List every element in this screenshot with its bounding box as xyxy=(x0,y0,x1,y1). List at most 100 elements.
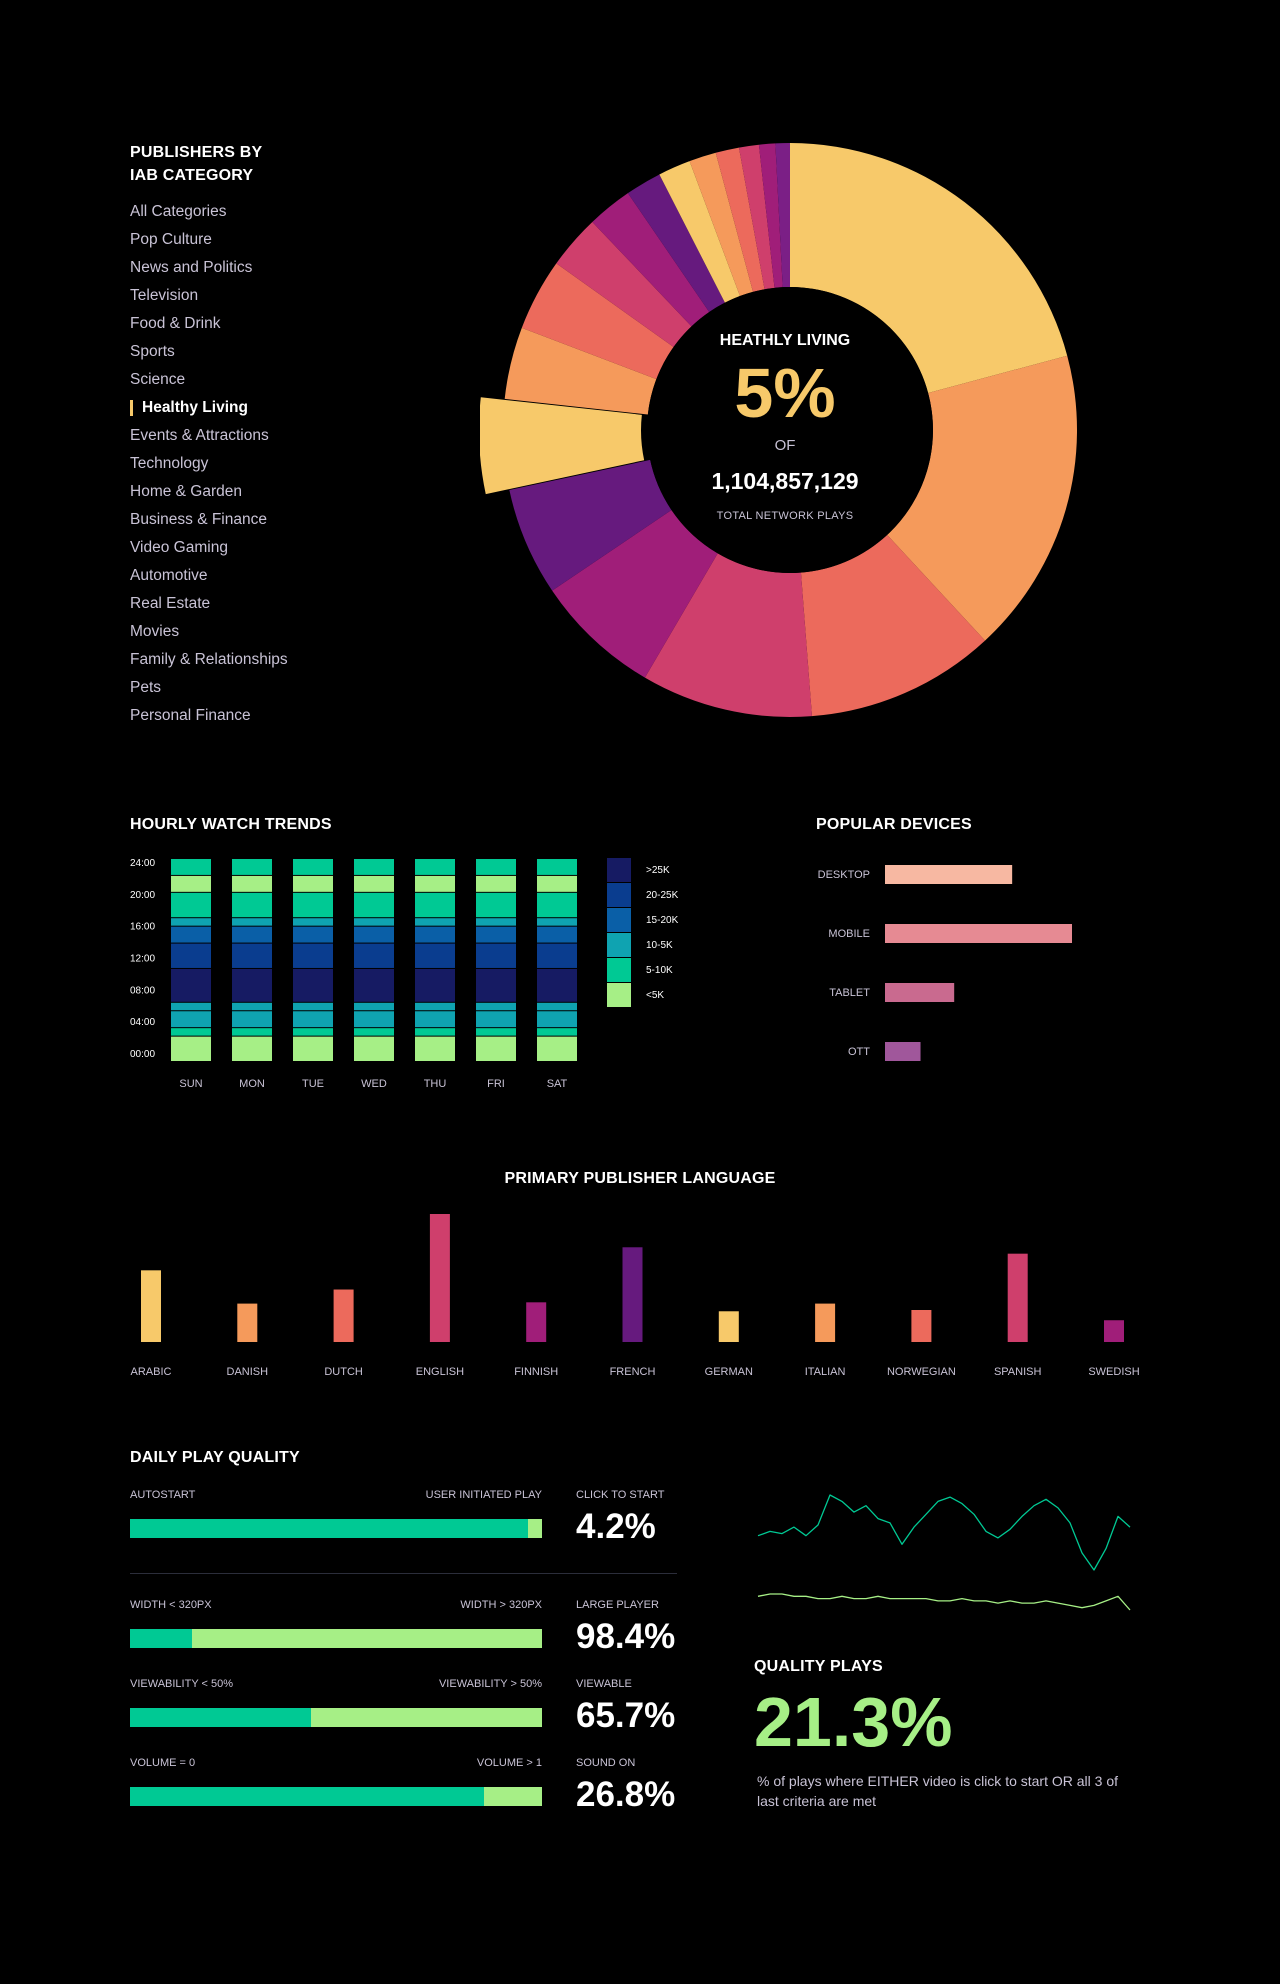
heat-cell-thu-1 xyxy=(415,1028,455,1036)
heat-cell-tue-7 xyxy=(293,918,333,926)
heat-legend-swatch-0 xyxy=(607,858,631,882)
heat-cell-sat-2 xyxy=(537,1011,577,1028)
heat-cell-fri-8 xyxy=(476,892,516,918)
donut-slice-business-and-finance[interactable] xyxy=(592,193,710,327)
donut-slice-movies[interactable] xyxy=(715,147,765,292)
category-item-news-and-politics[interactable]: News and Politics xyxy=(130,259,253,276)
donut-slice-real-estate[interactable] xyxy=(689,152,753,297)
category-donut-chart xyxy=(480,143,1077,718)
heat-cell-wed-2 xyxy=(354,1011,394,1028)
heat-hour-label-3: 12:00 xyxy=(130,954,155,965)
heat-cell-thu-5 xyxy=(415,943,455,968)
category-item-healthy-living[interactable]: Healthy Living xyxy=(130,394,288,422)
heat-cell-sun-8 xyxy=(171,892,211,918)
heat-cell-mon-3 xyxy=(232,1002,272,1011)
quality-sparklines xyxy=(757,1494,1131,1611)
language-label-finnish: FINNISH xyxy=(514,1366,558,1378)
category-item-science[interactable]: Science xyxy=(130,371,186,388)
language-bar-spanish xyxy=(1007,1253,1028,1342)
heat-legend-swatch-2 xyxy=(607,908,631,932)
category-item-movies[interactable]: Movies xyxy=(130,623,180,640)
category-item-business-and-finance[interactable]: Business & Finance xyxy=(130,511,267,528)
category-item-family-and-relationships[interactable]: Family & Relationships xyxy=(130,651,288,668)
category-item-sports[interactable]: Sports xyxy=(130,343,175,360)
quality-bar-fill-3 xyxy=(130,1787,485,1806)
donut-center-percent: 5% xyxy=(734,354,836,432)
heat-hour-label-4: 08:00 xyxy=(130,985,155,996)
category-item-personal-finance[interactable]: Personal Finance xyxy=(130,707,251,724)
quality-bar-3 xyxy=(130,1787,542,1806)
daily-play-quality-title: DAILY PLAY QUALITY xyxy=(130,1449,300,1466)
category-item-technology[interactable]: Technology xyxy=(130,455,209,472)
heat-cell-tue-3 xyxy=(293,1002,333,1011)
donut-slice-home-and-garden[interactable] xyxy=(556,221,692,347)
heat-cell-thu-4 xyxy=(415,968,455,1002)
donut-slice-technology[interactable] xyxy=(521,263,674,380)
hourly-heatmap-chart: SUN MON TUE WED THU FRI SAT 24:00 20:00 16:00 12:0… xyxy=(130,858,679,1090)
category-item-events-and-attractions[interactable]: Events & Attractions xyxy=(130,427,269,444)
heat-cell-sun-6 xyxy=(171,926,211,943)
language-bar-danish xyxy=(237,1303,258,1342)
heat-cell-mon-6 xyxy=(232,926,272,943)
category-list-title: PUBLISHERS BY IAB CATEGORY xyxy=(130,141,350,187)
quality-right-label-2: VIEWABILITY > 50% xyxy=(438,1678,542,1690)
heat-cell-tue-5 xyxy=(293,943,333,968)
language-bar-italian xyxy=(815,1303,836,1342)
heat-cell-mon-7 xyxy=(232,918,272,926)
donut-slice-food-and-drink[interactable] xyxy=(644,553,812,718)
sparkline-click-to-start xyxy=(757,1494,1131,1571)
heat-cell-tue-1 xyxy=(293,1028,333,1036)
donut-slice-automotive[interactable] xyxy=(659,161,740,303)
device-bar-ott xyxy=(885,1042,921,1061)
popular-devices-title: POPULAR DEVICES xyxy=(816,816,972,833)
heat-cell-sat-9 xyxy=(537,875,577,892)
quality-metric-value-2: 65.7% xyxy=(576,1696,676,1735)
language-bar-finnish xyxy=(526,1302,547,1342)
donut-slice-family-and-relationships[interactable] xyxy=(738,144,775,290)
hourly-watch-trends-title: HOURLY WATCH TRENDS xyxy=(130,816,332,833)
heat-cell-tue-4 xyxy=(293,968,333,1002)
language-label-swedish: SWEDISH xyxy=(1088,1366,1139,1378)
heat-cell-wed-7 xyxy=(354,918,394,926)
donut-slice-pets[interactable] xyxy=(758,143,783,288)
language-bar-arabic xyxy=(141,1270,161,1342)
language-bar-french xyxy=(622,1247,643,1342)
quality-right-label-0: USER INITIATED PLAY xyxy=(425,1489,542,1501)
category-item-pop-culture[interactable]: Pop Culture xyxy=(130,231,212,248)
category-item-television[interactable]: Television xyxy=(130,287,199,304)
heat-hour-label-6: 00:00 xyxy=(130,1049,155,1060)
category-item-video-gaming[interactable]: Video Gaming xyxy=(130,539,228,556)
quality-left-label-1: WIDTH < 320PX xyxy=(130,1599,212,1611)
heat-cell-sat-6 xyxy=(537,926,577,943)
heat-day-label-fri: FRI xyxy=(487,1078,505,1090)
category-item-all-categories[interactable]: All Categories xyxy=(130,203,227,220)
donut-slice-video-gaming[interactable] xyxy=(627,174,725,312)
donut-slice-personal-finance[interactable] xyxy=(775,143,790,288)
donut-slice-sports[interactable] xyxy=(552,510,718,678)
heat-cell-wed-6 xyxy=(354,926,394,943)
heat-cell-mon-10 xyxy=(232,859,272,875)
category-item-food-and-drink[interactable]: Food & Drink xyxy=(130,315,221,332)
popular-devices-chart: DESKTOP MOBILE TABLET OTT xyxy=(818,865,1072,1061)
donut-slice-news-and-politics[interactable] xyxy=(887,355,1077,641)
heat-hour-label-5: 04:00 xyxy=(130,1017,155,1028)
donut-slice-pop-culture[interactable] xyxy=(790,143,1068,393)
category-item-automotive[interactable]: Automotive xyxy=(130,567,208,584)
device-label-mobile: MOBILE xyxy=(828,928,870,940)
heat-cell-tue-0 xyxy=(293,1036,333,1061)
category-item-real-estate[interactable]: Real Estate xyxy=(130,595,211,612)
donut-slice-television[interactable] xyxy=(800,534,986,717)
heat-cell-thu-0 xyxy=(415,1036,455,1061)
heat-cell-sun-1 xyxy=(171,1028,211,1036)
category-item-pets[interactable]: Pets xyxy=(130,679,162,696)
quality-left-label-3: VOLUME = 0 xyxy=(130,1757,196,1769)
heat-cell-fri-2 xyxy=(476,1011,516,1028)
donut-slice-events-and-attractions[interactable] xyxy=(504,327,657,415)
donut-slice-science[interactable] xyxy=(509,459,672,591)
device-label-ott: OTT xyxy=(848,1046,870,1058)
heat-legend-label-1: 20-25K xyxy=(646,890,679,901)
quality-plays-description: % of plays where EITHER video is click t… xyxy=(757,1773,1119,1809)
donut-slice-healthy-living[interactable] xyxy=(480,397,645,495)
heat-cell-mon-2 xyxy=(232,1011,272,1028)
category-item-home-and-garden[interactable]: Home & Garden xyxy=(130,483,242,500)
